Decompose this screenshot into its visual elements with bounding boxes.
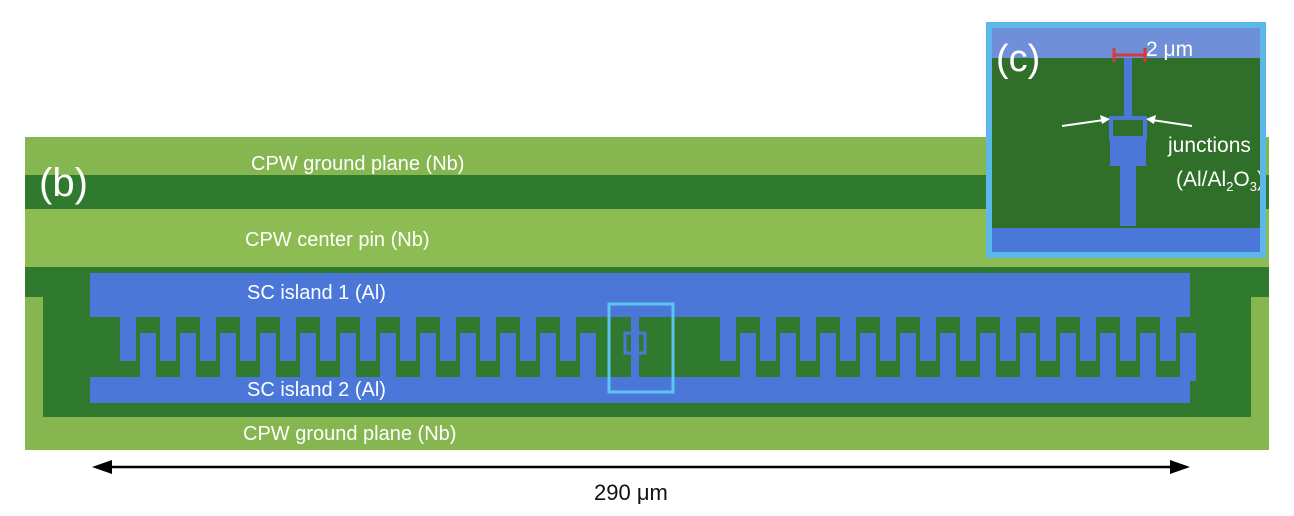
island-1-finger [1000, 313, 1016, 361]
island-2-finger [1060, 333, 1076, 381]
label-ground-plane-bottom: CPW ground plane (Nb) [243, 423, 457, 445]
island-2-finger [500, 333, 516, 381]
island-2-finger [1180, 333, 1196, 381]
island-1-finger [1040, 313, 1056, 361]
junctions-label: junctions [1168, 134, 1251, 157]
panel-label-c: (c) [996, 38, 1041, 80]
island-1-finger [440, 313, 456, 361]
ground-arm-right [1251, 297, 1269, 422]
island-1-finger [840, 313, 856, 361]
scale-label-290um: 290 μm [594, 480, 668, 505]
island-1-finger [1080, 313, 1096, 361]
inset-panel-c: (c) 2 μm junctions (Al/Al2O3) [986, 22, 1266, 258]
sc-islands [90, 273, 1196, 403]
island-2-finger [540, 333, 556, 381]
island-1-finger [1120, 313, 1136, 361]
inset-top-strip [992, 28, 1260, 58]
island-1-finger [800, 313, 816, 361]
island-1-finger [720, 313, 736, 361]
island-1-finger [360, 313, 376, 361]
island-1-finger [1160, 313, 1176, 361]
island-1-finger [240, 313, 256, 361]
label-sc-island-1: SC island 1 (Al) [247, 282, 386, 304]
island-2-finger [900, 333, 916, 381]
island-2-finger [780, 333, 796, 381]
island-2-finger [140, 333, 156, 381]
island-2-finger [460, 333, 476, 381]
island-2-finger [580, 333, 596, 381]
island-1-finger [560, 313, 576, 361]
island-2-finger [260, 333, 276, 381]
island-2-finger [940, 333, 956, 381]
island-2-finger [300, 333, 316, 381]
island-1-finger [320, 313, 336, 361]
ground-plane-bottom [25, 417, 1269, 450]
island-1-finger [960, 313, 976, 361]
island-2-finger [740, 333, 756, 381]
island-1-finger [920, 313, 936, 361]
island-2-finger [220, 333, 236, 381]
junction-highlight-box [607, 302, 675, 394]
island-1-finger [160, 313, 176, 361]
island-2-finger [1140, 333, 1156, 381]
island-1-finger [200, 313, 216, 361]
island-2-finger [180, 333, 196, 381]
inset-micrograph: (c) 2 μm junctions (Al/Al2O3) [992, 28, 1260, 252]
inset-scale-label: 2 μm [1146, 38, 1194, 61]
island-1-finger [880, 313, 896, 361]
label-center-pin: CPW center pin (Nb) [245, 229, 430, 251]
island-2-finger [340, 333, 356, 381]
island-1-finger [520, 313, 536, 361]
island-1-finger [480, 313, 496, 361]
island-2-finger [380, 333, 396, 381]
label-ground-plane-top: CPW ground plane (Nb) [251, 153, 465, 175]
island-1-finger [120, 313, 136, 361]
island-2-finger [1100, 333, 1116, 381]
junctions-material-label: (Al/Al2O3) [1176, 168, 1260, 195]
island-1-finger [760, 313, 776, 361]
island-2-finger [1020, 333, 1036, 381]
island-1-finger [280, 313, 296, 361]
panel-label-b: (b) [39, 161, 88, 205]
label-sc-island-2: SC island 2 (Al) [247, 379, 386, 401]
scale-bar-290um [92, 460, 1190, 474]
ground-arm-left [25, 297, 43, 422]
island-2-finger [420, 333, 436, 381]
island-1-finger [400, 313, 416, 361]
island-2-finger [980, 333, 996, 381]
island-2-finger [860, 333, 876, 381]
island-2-finger [820, 333, 836, 381]
